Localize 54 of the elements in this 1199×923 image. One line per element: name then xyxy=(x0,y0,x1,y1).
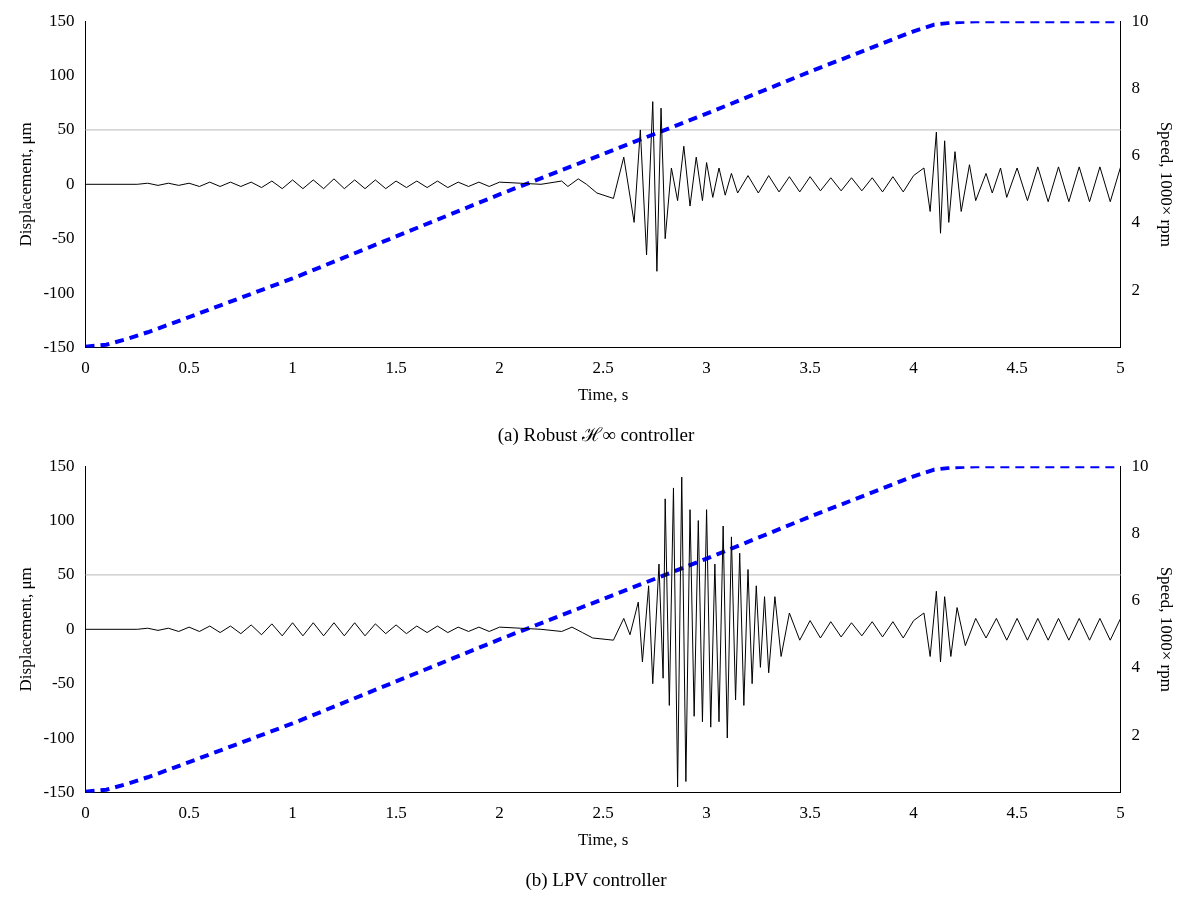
x-tick-label: 1 xyxy=(288,803,297,823)
y-tick-label: 0 xyxy=(66,173,75,193)
y2-tick-label: 2 xyxy=(1131,724,1141,744)
text: (b) LPV controller xyxy=(525,868,668,891)
y-tick-label: 0 xyxy=(66,618,75,638)
x-tick-label: 0 xyxy=(81,358,90,378)
x-tick-label: 0.5 xyxy=(178,358,200,378)
y2-tick-label: 6 xyxy=(1131,590,1141,610)
x-tick-label: 0.5 xyxy=(178,803,200,823)
y-tick-label: -100 xyxy=(43,727,75,747)
y2-tick-label: 4 xyxy=(1131,657,1141,677)
y-tick-label: 100 xyxy=(49,510,75,530)
x-tick-label: 3 xyxy=(702,358,711,378)
y-axis-title: Displacement, μm xyxy=(15,122,35,247)
y2-axis-title: Speed, 1000× rpm xyxy=(1157,121,1177,247)
x-tick-label: 3.5 xyxy=(799,803,821,823)
x-tick-label: 2 xyxy=(495,358,504,378)
y2-tick-label: 10 xyxy=(1131,455,1149,475)
x-tick-label: 4 xyxy=(909,358,919,378)
y2-axis-title: Speed, 1000× rpm xyxy=(1157,566,1177,692)
y-tick-label: 50 xyxy=(57,564,75,584)
x-tick-label: 5 xyxy=(1116,803,1125,823)
x-axis-title: Time, s xyxy=(577,830,629,850)
text: (a) Robust ℋ∞ controller xyxy=(497,423,695,446)
x-tick-label: 4.5 xyxy=(1006,803,1028,823)
y2-tick-label: 8 xyxy=(1131,522,1141,542)
x-tick-label: 4 xyxy=(909,803,919,823)
x-tick-label: 2 xyxy=(495,803,504,823)
x-tick-label: 3.5 xyxy=(799,358,821,378)
y2-tick-label: 10 xyxy=(1131,10,1149,30)
y2-tick-label: 2 xyxy=(1131,279,1141,299)
y2-tick-label: 6 xyxy=(1131,145,1141,165)
x-tick-label: 2.5 xyxy=(592,358,614,378)
y2-tick-label: 8 xyxy=(1131,77,1141,97)
y-tick-label: -150 xyxy=(43,336,75,356)
x-tick-label: 1.5 xyxy=(385,358,407,378)
x-tick-label: 4.5 xyxy=(1006,358,1028,378)
y-tick-label: -50 xyxy=(51,673,75,693)
y-tick-label: -150 xyxy=(43,781,75,801)
y-tick-label: 150 xyxy=(49,455,75,475)
x-tick-label: 1 xyxy=(288,358,297,378)
x-axis-title: Time, s xyxy=(577,385,629,405)
y-tick-label: -100 xyxy=(43,282,75,302)
x-tick-label: 0 xyxy=(81,803,90,823)
y-axis-title: Displacement, μm xyxy=(15,567,35,692)
x-tick-label: 5 xyxy=(1116,358,1125,378)
x-tick-label: 3 xyxy=(702,803,711,823)
y2-tick-label: 4 xyxy=(1131,212,1141,232)
y-tick-label: -50 xyxy=(51,228,75,248)
x-tick-label: 2.5 xyxy=(592,803,614,823)
y-tick-label: 50 xyxy=(57,119,75,139)
x-tick-label: 1.5 xyxy=(385,803,407,823)
y-tick-label: 100 xyxy=(49,65,75,85)
y-tick-label: 150 xyxy=(49,10,75,30)
